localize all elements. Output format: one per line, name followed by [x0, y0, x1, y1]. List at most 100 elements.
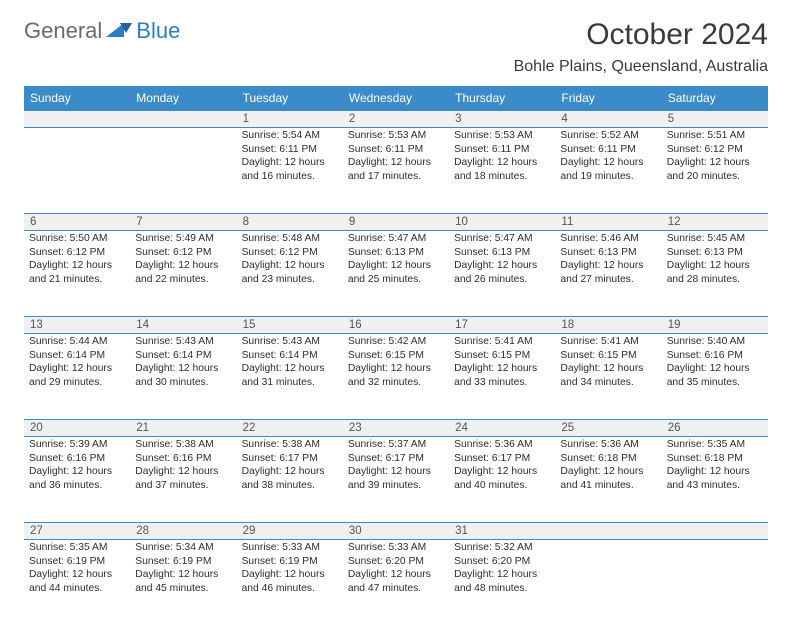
day-number: 6 [24, 214, 130, 230]
sunrise-text: Sunrise: 5:33 AM [348, 541, 444, 555]
day-cell: Sunrise: 5:53 AMSunset: 6:11 PMDaylight:… [343, 128, 449, 187]
day-number: 30 [343, 523, 449, 539]
day-cell: Sunrise: 5:36 AMSunset: 6:18 PMDaylight:… [555, 437, 661, 496]
day-cell: Sunrise: 5:47 AMSunset: 6:13 PMDaylight:… [449, 231, 555, 290]
day-cell: Sunrise: 5:41 AMSunset: 6:15 PMDaylight:… [555, 334, 661, 393]
daylight-text: Daylight: 12 hours and 25 minutes. [348, 259, 444, 286]
weekday-header: Tuesday [237, 86, 343, 111]
daylight-text: Daylight: 12 hours and 35 minutes. [667, 362, 763, 389]
sunrise-text: Sunrise: 5:33 AM [242, 541, 338, 555]
sunset-text: Sunset: 6:11 PM [348, 143, 444, 157]
day-number: 1 [237, 111, 343, 127]
sunrise-text: Sunrise: 5:35 AM [29, 541, 125, 555]
day-number: 5 [662, 111, 768, 127]
daylight-text: Daylight: 12 hours and 47 minutes. [348, 568, 444, 595]
logo-mark-icon [106, 19, 132, 44]
sunrise-text: Sunrise: 5:32 AM [454, 541, 550, 555]
daylight-text: Daylight: 12 hours and 39 minutes. [348, 465, 444, 492]
sunset-text: Sunset: 6:14 PM [135, 349, 231, 363]
day-number: 27 [24, 523, 130, 539]
day-number: 18 [555, 317, 661, 333]
weekday-header: Thursday [449, 86, 555, 111]
day-number: 10 [449, 214, 555, 230]
daylight-text: Daylight: 12 hours and 43 minutes. [667, 465, 763, 492]
sunrise-text: Sunrise: 5:47 AM [348, 232, 444, 246]
sunset-text: Sunset: 6:17 PM [348, 452, 444, 466]
day-number: 8 [237, 214, 343, 230]
sunrise-text: Sunrise: 5:43 AM [242, 335, 338, 349]
day-number: 15 [237, 317, 343, 333]
daylight-text: Daylight: 12 hours and 23 minutes. [242, 259, 338, 286]
sunrise-text: Sunrise: 5:46 AM [560, 232, 656, 246]
daylight-text: Daylight: 12 hours and 16 minutes. [242, 156, 338, 183]
day-cell: Sunrise: 5:52 AMSunset: 6:11 PMDaylight:… [555, 128, 661, 187]
weekday-header: Sunday [24, 86, 130, 111]
sunset-text: Sunset: 6:17 PM [454, 452, 550, 466]
weekday-header-row: Sunday Monday Tuesday Wednesday Thursday… [24, 86, 768, 111]
sunrise-text: Sunrise: 5:40 AM [667, 335, 763, 349]
day-cell [24, 128, 130, 133]
day-number: 26 [662, 420, 768, 436]
day-number: 24 [449, 420, 555, 436]
weekday-header: Saturday [662, 86, 768, 111]
day-number [555, 523, 661, 539]
daylight-text: Daylight: 12 hours and 30 minutes. [135, 362, 231, 389]
sunset-text: Sunset: 6:11 PM [454, 143, 550, 157]
daylight-text: Daylight: 12 hours and 37 minutes. [135, 465, 231, 492]
sunset-text: Sunset: 6:11 PM [242, 143, 338, 157]
day-cell: Sunrise: 5:38 AMSunset: 6:17 PMDaylight:… [237, 437, 343, 496]
sunrise-text: Sunrise: 5:38 AM [135, 438, 231, 452]
day-number [24, 111, 130, 127]
sunrise-text: Sunrise: 5:37 AM [348, 438, 444, 452]
sunrise-text: Sunrise: 5:35 AM [667, 438, 763, 452]
daylight-text: Daylight: 12 hours and 28 minutes. [667, 259, 763, 286]
sunset-text: Sunset: 6:14 PM [242, 349, 338, 363]
daylight-text: Daylight: 12 hours and 32 minutes. [348, 362, 444, 389]
day-number: 3 [449, 111, 555, 127]
sunset-text: Sunset: 6:12 PM [135, 246, 231, 260]
sunrise-text: Sunrise: 5:48 AM [242, 232, 338, 246]
day-cell: Sunrise: 5:53 AMSunset: 6:11 PMDaylight:… [449, 128, 555, 187]
daynum-row: 13141516171819 [24, 317, 768, 334]
day-cell: Sunrise: 5:47 AMSunset: 6:13 PMDaylight:… [343, 231, 449, 290]
day-cell: Sunrise: 5:33 AMSunset: 6:19 PMDaylight:… [237, 540, 343, 599]
daylight-text: Daylight: 12 hours and 44 minutes. [29, 568, 125, 595]
page: General Blue October 2024 Bohle Plains, … [0, 0, 792, 638]
daylight-text: Daylight: 12 hours and 33 minutes. [454, 362, 550, 389]
sunrise-text: Sunrise: 5:34 AM [135, 541, 231, 555]
sunrise-text: Sunrise: 5:39 AM [29, 438, 125, 452]
day-cell: Sunrise: 5:42 AMSunset: 6:15 PMDaylight:… [343, 334, 449, 393]
daylight-text: Daylight: 12 hours and 46 minutes. [242, 568, 338, 595]
sunrise-text: Sunrise: 5:36 AM [560, 438, 656, 452]
sunrise-text: Sunrise: 5:41 AM [560, 335, 656, 349]
week-row: Sunrise: 5:35 AMSunset: 6:19 PMDaylight:… [24, 540, 768, 626]
daylight-text: Daylight: 12 hours and 19 minutes. [560, 156, 656, 183]
day-number: 13 [24, 317, 130, 333]
day-number: 17 [449, 317, 555, 333]
day-number: 20 [24, 420, 130, 436]
sunset-text: Sunset: 6:18 PM [560, 452, 656, 466]
week-row: Sunrise: 5:39 AMSunset: 6:16 PMDaylight:… [24, 437, 768, 523]
sunrise-text: Sunrise: 5:45 AM [667, 232, 763, 246]
day-number: 11 [555, 214, 661, 230]
day-cell [555, 540, 661, 545]
location: Bohle Plains, Queensland, Australia [514, 58, 768, 76]
day-number: 9 [343, 214, 449, 230]
day-cell: Sunrise: 5:33 AMSunset: 6:20 PMDaylight:… [343, 540, 449, 599]
day-cell: Sunrise: 5:43 AMSunset: 6:14 PMDaylight:… [237, 334, 343, 393]
day-number: 25 [555, 420, 661, 436]
day-cell [662, 540, 768, 545]
daylight-text: Daylight: 12 hours and 40 minutes. [454, 465, 550, 492]
sunset-text: Sunset: 6:15 PM [560, 349, 656, 363]
daylight-text: Daylight: 12 hours and 48 minutes. [454, 568, 550, 595]
sunrise-text: Sunrise: 5:36 AM [454, 438, 550, 452]
sunset-text: Sunset: 6:13 PM [667, 246, 763, 260]
week-row: Sunrise: 5:44 AMSunset: 6:14 PMDaylight:… [24, 334, 768, 420]
daylight-text: Daylight: 12 hours and 17 minutes. [348, 156, 444, 183]
sunrise-text: Sunrise: 5:43 AM [135, 335, 231, 349]
day-cell: Sunrise: 5:50 AMSunset: 6:12 PMDaylight:… [24, 231, 130, 290]
daylight-text: Daylight: 12 hours and 21 minutes. [29, 259, 125, 286]
day-number: 31 [449, 523, 555, 539]
day-cell: Sunrise: 5:43 AMSunset: 6:14 PMDaylight:… [130, 334, 236, 393]
sunset-text: Sunset: 6:13 PM [560, 246, 656, 260]
